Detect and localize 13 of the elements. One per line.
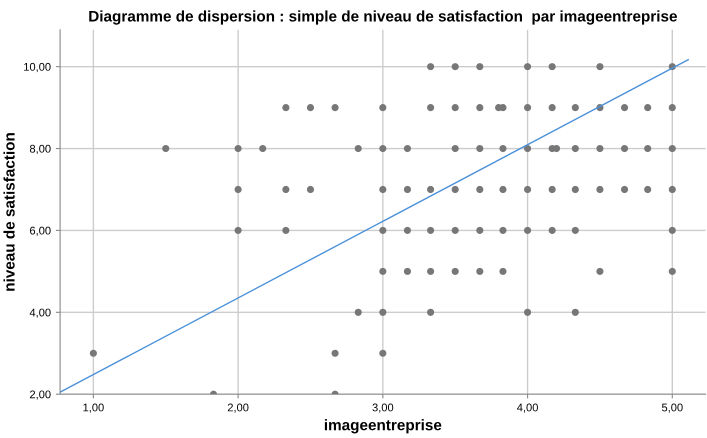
x-tick-label: 4,00: [517, 404, 538, 413]
x-tick-label: 5,00: [662, 404, 683, 413]
y-tick-label: 2,00: [30, 390, 51, 400]
y-tick-label: 4,00: [30, 308, 51, 318]
x-tick-label: 3,00: [372, 404, 394, 413]
x-axis-title: imageentreprise: [324, 419, 442, 434]
chart-title: Diagramme de dispersion : simple de niveau de satisfaction par imageentreprise: [89, 10, 677, 25]
y-axis-title: niveau de satisfaction: [3, 133, 15, 291]
y-tick-label: 6,00: [30, 226, 51, 236]
x-tick-label: 2,00: [228, 404, 248, 413]
x-tick-label: 1,00: [83, 404, 104, 413]
y-tick-label: 10,00: [24, 62, 51, 72]
y-tick-label: 8,00: [30, 144, 51, 154]
